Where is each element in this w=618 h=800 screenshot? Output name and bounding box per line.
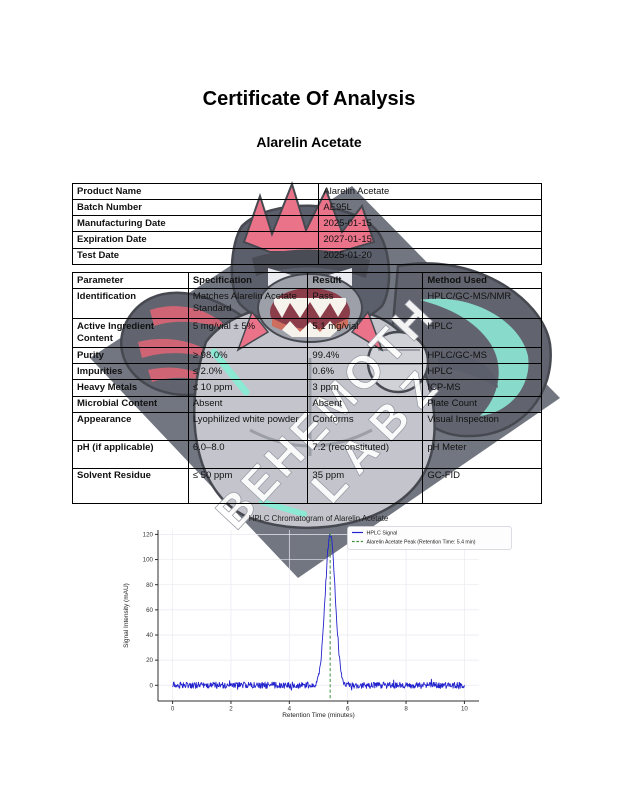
method-cell: HPLC: [422, 363, 542, 381]
result-cell: 5.1 mg/vial: [307, 318, 424, 349]
result-cell: 35 ppm: [307, 467, 424, 504]
specification-cell: 5 mg/vial ± 5%: [187, 318, 309, 349]
y-tick-label: 100: [143, 557, 154, 564]
table-row: Test Date 2025-01-20: [71, 247, 542, 265]
method-cell: pH Meter: [422, 439, 542, 469]
parameter-cell: Microbial Content: [72, 395, 189, 413]
parameter-cell: Purity: [72, 347, 189, 365]
table-row: Appearance Lyophilized white powder Confor…: [72, 411, 542, 441]
specification-cell: ≤ 10 ppm: [187, 379, 309, 397]
table-row: Heavy Metals ≤ 10 ppm 3 ppm ICP-MS: [72, 379, 542, 397]
parameter-cell: Impurities: [72, 363, 189, 381]
table-row: Manufacturing Date 2025-01-15: [71, 215, 542, 233]
legend-label: Alarelin Acetate Peak (Retention Time: 5…: [367, 540, 476, 546]
y-tick-label: 120: [143, 532, 154, 539]
info-value: 2025-01-20: [318, 247, 542, 265]
analysis-table: Parameter Specification Result Method Used I…: [72, 271, 542, 504]
legend-label: HPLC Signal: [367, 531, 398, 537]
table-row: Impurities ≤ 2.0% 0.6% HPLC: [72, 363, 542, 381]
hplc-signal-line: [172, 533, 465, 691]
specification-cell: ≤ 2.0%: [187, 363, 309, 381]
method-cell: ICP-MS: [422, 379, 542, 397]
table-row: Product Name Alarelin Acetate: [71, 182, 542, 201]
result-cell: Conforms: [307, 411, 424, 441]
y-tick-label: 40: [146, 632, 153, 639]
info-label: Manufacturing Date: [71, 215, 320, 233]
result-cell: 3 ppm: [307, 379, 424, 397]
parameter-cell: Heavy Metals: [72, 379, 189, 397]
result-cell: 0.6%: [307, 363, 424, 381]
y-tick-label: 80: [146, 582, 153, 589]
x-tick-label: 10: [461, 706, 468, 713]
table-row: Expiration Date 2027-01-15: [71, 231, 542, 249]
specification-cell: Lyophilized white powder: [187, 411, 309, 441]
result-cell: 7.2 (reconstituted): [307, 439, 424, 469]
x-tick-label: 0: [171, 706, 175, 713]
column-header: Specification: [187, 271, 309, 290]
table-row: Active Ingredient Content 5 mg/vial ± 5% 5…: [72, 318, 542, 349]
specification-cell: 6.0–8.0: [187, 439, 309, 469]
y-tick-label: 20: [146, 657, 153, 664]
parameter-cell: pH (if applicable): [72, 439, 189, 469]
parameter-cell: Appearance: [72, 411, 189, 441]
specification-cell: ≥ 98.0%: [187, 347, 309, 365]
info-label: Expiration Date: [71, 231, 320, 249]
parameter-cell: Solvent Residue: [72, 467, 189, 504]
parameter-cell: Identification: [72, 288, 189, 320]
table-row: Batch Number AE95L: [71, 199, 542, 217]
info-value: 2027-01-15: [318, 231, 542, 249]
info-label: Batch Number: [71, 199, 320, 217]
info-label: Test Date: [71, 247, 320, 265]
specification-cell: Absent: [187, 395, 309, 413]
method-cell: HPLC/GC-MS: [422, 347, 542, 365]
info-value: AE95L: [318, 199, 542, 217]
result-cell: Absent: [307, 395, 424, 413]
specification-cell: Matches Alarelin Acetate Standard: [187, 288, 309, 320]
product-name-heading: Alarelin Acetate: [256, 134, 362, 150]
x-axis-label: Retention Time (minutes): [282, 712, 355, 719]
table-row: pH (if applicable) 6.0–8.0 7.2 (reconstitu…: [72, 439, 542, 469]
y-axis-label: Signal Intensity (mAU): [123, 583, 130, 648]
result-cell: 99.4%: [307, 347, 424, 365]
result-cell: Pass: [307, 288, 424, 320]
column-header: Method Used: [422, 271, 542, 290]
analysis-header-row: Parameter Specification Result Method Used: [72, 271, 542, 290]
table-row: Identification Matches Alarelin Acetate S…: [72, 288, 542, 320]
table-row: Purity ≥ 98.0% 99.4% HPLC/GC-MS: [72, 347, 542, 365]
product-info-table: Product Name Alarelin Acetate Batch Number…: [71, 182, 542, 265]
x-tick-label: 6: [346, 706, 350, 713]
y-tick-label: 0: [150, 682, 154, 689]
table-row: Microbial Content Absent Absent Plate Count: [72, 395, 542, 413]
column-header: Parameter: [72, 271, 189, 290]
column-header: Result: [307, 271, 424, 290]
method-cell: HPLC: [422, 318, 542, 349]
table-row: Solvent Residue ≤ 50 ppm 35 ppm GC-FID: [72, 467, 542, 504]
chart-title: HPLC Chromatogram of Alarelin Acetate: [249, 514, 389, 523]
specification-cell: ≤ 50 ppm: [187, 467, 309, 504]
info-label: Product Name: [71, 182, 320, 201]
y-tick-label: 60: [146, 607, 153, 614]
x-tick-label: 4: [288, 706, 292, 713]
parameter-cell: Active Ingredient Content: [72, 318, 189, 349]
info-value: 2025-01-15: [318, 215, 542, 233]
method-cell: GC-FID: [422, 467, 542, 504]
page-title: Certificate Of Analysis: [202, 88, 416, 110]
method-cell: HPLC/GC-MS/NMR: [422, 288, 542, 320]
x-tick-label: 2: [229, 706, 233, 713]
info-value: Alarelin Acetate: [318, 182, 542, 201]
method-cell: Plate Count: [422, 395, 542, 413]
x-tick-label: 8: [404, 706, 408, 713]
method-cell: Visual Inspection: [422, 411, 542, 441]
